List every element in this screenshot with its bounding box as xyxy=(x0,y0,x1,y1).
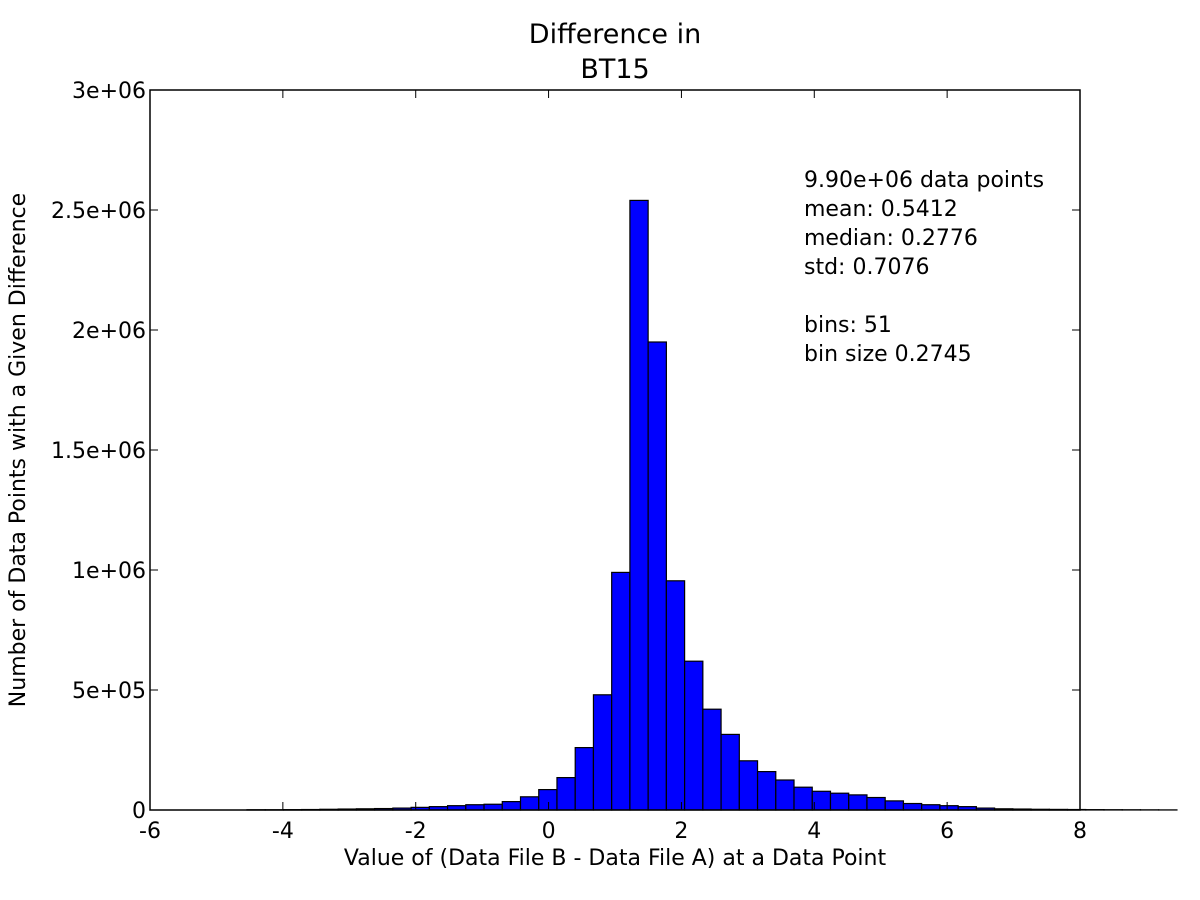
histogram-bar xyxy=(611,571,631,811)
histogram-bar xyxy=(702,708,722,811)
y-axis-label: Number of Data Points with a Given Diffe… xyxy=(6,193,31,707)
histogram-bar xyxy=(592,694,613,811)
annotation-line: std: 0.7076 xyxy=(804,255,929,280)
y-tick-label: 1.5e+06 xyxy=(51,439,146,464)
histogram-bar xyxy=(574,746,595,811)
histogram-bar xyxy=(629,199,649,811)
histogram-bar xyxy=(647,341,667,811)
histogram-bar xyxy=(775,779,795,811)
y-tick-label: 2.5e+06 xyxy=(51,199,146,224)
annotation-line: 9.90e+06 data points xyxy=(804,168,1044,193)
x-tick-label: 0 xyxy=(542,819,556,844)
histogram-bar xyxy=(501,800,522,811)
x-tick-label: 8 xyxy=(1073,819,1087,844)
histogram-bars xyxy=(246,199,1178,811)
histogram-bar xyxy=(829,792,850,811)
histogram-bar xyxy=(902,802,923,811)
x-axis-label: Value of (Data File B - Data File A) at … xyxy=(344,846,887,871)
x-tick-label: -4 xyxy=(272,819,294,844)
chart-title-line-2: BT15 xyxy=(580,54,649,85)
x-tick-label: 6 xyxy=(940,819,954,844)
histogram-bar xyxy=(884,800,905,811)
y-tick-label: 1e+06 xyxy=(72,559,146,584)
annotation-line: median: 0.2776 xyxy=(804,226,978,251)
histogram-bar xyxy=(848,794,868,811)
histogram-bar xyxy=(519,796,540,811)
histogram-bar xyxy=(538,788,558,811)
histogram-bar xyxy=(811,790,832,811)
stats-annotation: 9.90e+06 data points mean: 0.5412 median: … xyxy=(804,168,1044,367)
plot-frame xyxy=(149,89,1081,811)
x-tick-label: -2 xyxy=(405,819,427,844)
histogram-bar xyxy=(756,770,777,811)
histogram-bar xyxy=(556,776,576,811)
x-tick-label: 2 xyxy=(674,819,688,844)
y-tick-label: 5e+05 xyxy=(72,679,146,704)
y-tick-label: 0 xyxy=(132,799,146,824)
histogram-bar xyxy=(866,796,886,811)
annotation-line: bin size 0.2745 xyxy=(804,342,972,367)
histogram-bar xyxy=(684,660,704,811)
y-tick-label: 3e+06 xyxy=(72,79,146,104)
histogram-bar xyxy=(921,804,941,811)
axis-ticks: -6 -4 -2 0 2 4 6 8 0 5e+05 1e+06 1.5e+06 2e+06 2.5e+0… xyxy=(51,79,1087,844)
histogram-bar xyxy=(483,803,503,811)
histogram-bar xyxy=(793,786,813,811)
x-tick-label: -6 xyxy=(139,819,161,844)
histogram-bar xyxy=(738,760,759,811)
histogram-bar xyxy=(465,804,485,811)
histogram-bar xyxy=(720,733,740,811)
annotation-line: bins: 51 xyxy=(804,313,892,338)
x-tick-label: 4 xyxy=(807,819,821,844)
annotation-line: mean: 0.5412 xyxy=(804,197,958,222)
chart-title-line-1: Difference in xyxy=(529,19,701,50)
y-tick-label: 2e+06 xyxy=(72,319,146,344)
histogram-bar xyxy=(665,580,686,811)
